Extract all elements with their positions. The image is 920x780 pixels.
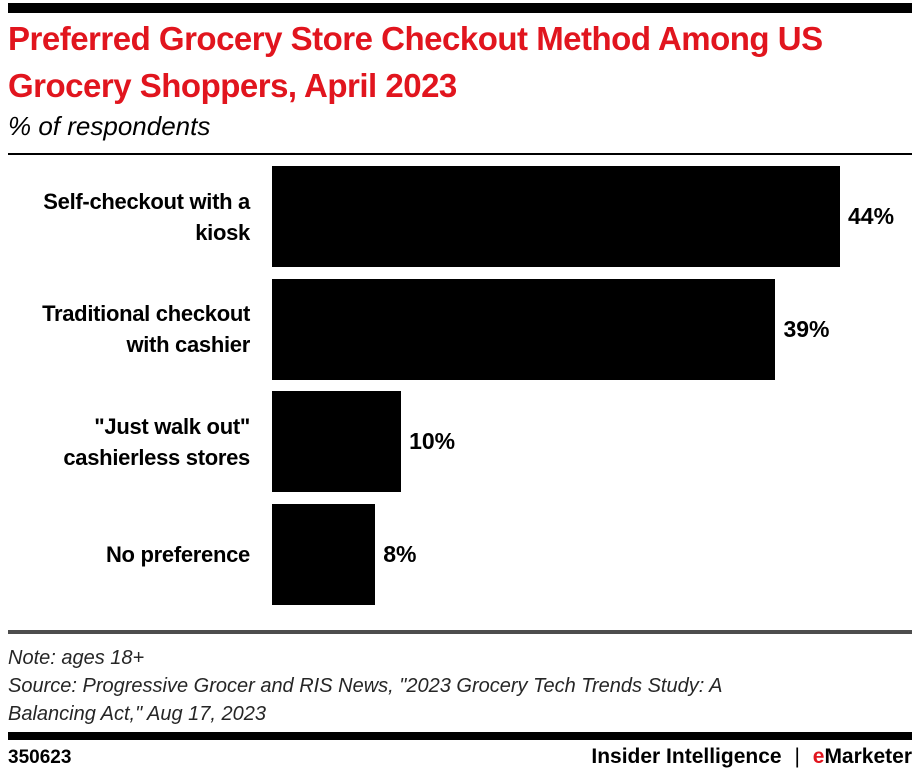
- bar-category-label-line: with cashier: [126, 332, 250, 358]
- bar-category-label: No preference: [8, 504, 250, 605]
- chart-id: 350623: [8, 747, 72, 768]
- bar-category-label-line: No preference: [105, 542, 250, 568]
- chart-source-line-2: Balancing Act," Aug 17, 2023: [8, 703, 267, 725]
- brand-divider: |: [794, 745, 800, 768]
- bar-track: 39%: [272, 278, 912, 380]
- chart-source: Source: Progressive Grocer and RIS News,…: [8, 672, 888, 728]
- footnote-divider: [8, 630, 912, 634]
- bar-value-label: 44%: [848, 203, 895, 229]
- chart-row: Self-checkout with a kiosk 44%: [8, 166, 912, 267]
- bar: [272, 166, 840, 267]
- brand-lockup: Insider Intelligence | eMarketer: [591, 745, 912, 769]
- footer-accent-bar: [8, 732, 912, 740]
- bar-category-label-line: cashierless stores: [63, 444, 250, 470]
- bar-category-label: "Just walk out" cashierless stores: [8, 391, 250, 492]
- top-accent-bar: [8, 3, 912, 13]
- chart-row: Traditional checkout with cashier 39%: [8, 278, 912, 380]
- bar-track: 10%: [272, 391, 912, 493]
- bar-chart: Self-checkout with a kiosk 44% Traditional …: [8, 166, 912, 606]
- chart-note: Note: ages 18+: [8, 647, 145, 669]
- bar-category-label-line: Self-checkout with a: [43, 188, 250, 214]
- chart-row: No preference 8%: [8, 504, 912, 606]
- bar-value-label: 10%: [409, 428, 456, 455]
- bar-category-label-line: "Just walk out": [94, 413, 250, 439]
- bar: [272, 391, 402, 493]
- chart-title: Preferred Grocery Store Checkout Method …: [8, 20, 823, 104]
- bar-category-label-line: Traditional checkout: [42, 301, 250, 327]
- bar-category-label: Self-checkout with a kiosk: [8, 166, 250, 267]
- bar: [272, 504, 376, 606]
- brand-insider-intelligence: Insider Intelligence: [591, 745, 782, 768]
- bar-category-label-line: kiosk: [195, 219, 250, 245]
- bar-track: 44%: [272, 166, 912, 267]
- bar-value-label: 8%: [383, 541, 417, 568]
- brand-emarketer: eMarketer: [813, 745, 912, 768]
- chart-row: "Just walk out" cashierless stores 10%: [8, 391, 912, 493]
- bar: [272, 278, 776, 380]
- bar-category-label: Traditional checkout with cashier: [8, 279, 250, 380]
- chart-subtitle: % of respondents: [8, 111, 211, 141]
- bar-track: 8%: [272, 504, 912, 606]
- brand-emarketer-accent: e: [812, 745, 825, 768]
- chart-source-line-1: Source: Progressive Grocer and RIS News,…: [8, 675, 723, 697]
- brand-emarketer-rest: Marketer: [824, 745, 912, 768]
- bar-value-label: 39%: [783, 315, 830, 342]
- footer: 350623 Insider Intelligence | eMarketer: [8, 745, 912, 769]
- header-divider: [8, 153, 912, 155]
